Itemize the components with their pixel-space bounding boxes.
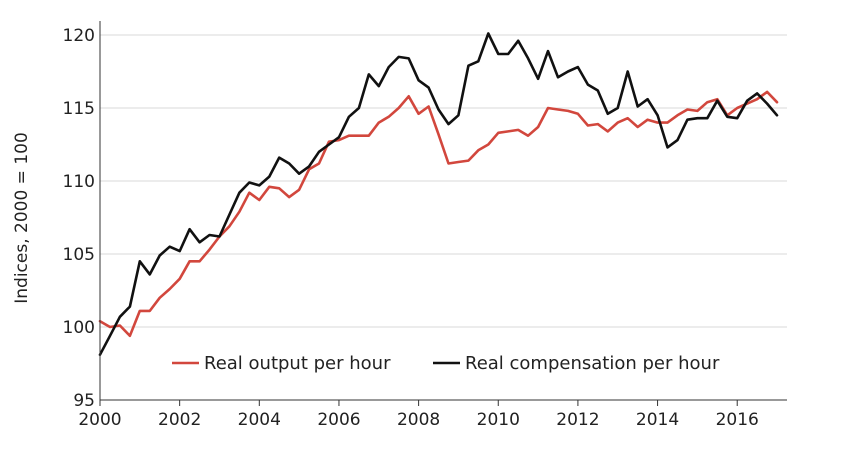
y-tick-label: 110 xyxy=(63,172,95,192)
legend-label: Real output per hour xyxy=(204,353,391,374)
series-line-real-compensation xyxy=(98,32,779,357)
y-tick-label: 115 xyxy=(63,99,95,119)
x-tick-label: 2002 xyxy=(158,410,201,430)
x-tick-label: 2004 xyxy=(238,410,281,430)
x-tick-label: 2008 xyxy=(397,410,440,430)
legend-label: Real compensation per hour xyxy=(465,353,720,374)
y-tick-label: 105 xyxy=(63,245,95,265)
gridlines xyxy=(100,34,787,328)
y-tick-label: 120 xyxy=(63,26,95,46)
x-tick-label: 2006 xyxy=(317,410,360,430)
axes xyxy=(99,21,787,406)
x-tick-label: 2016 xyxy=(716,410,759,430)
legend: Real output per hour Real compensation pe… xyxy=(172,353,720,374)
tick-labels: 95 100 105 110 115 120 2000 2002 2004 2006 2008 201… xyxy=(63,26,759,430)
series-line-real-output xyxy=(98,90,779,338)
x-tick-label: 2012 xyxy=(556,410,599,430)
x-tick-label: 2000 xyxy=(78,410,121,430)
y-tick-label: 95 xyxy=(73,391,95,411)
y-axis-title: Indices, 2000 = 100 xyxy=(12,132,32,304)
y-tick-label: 100 xyxy=(63,318,95,338)
x-tick-label: 2010 xyxy=(477,410,520,430)
x-tick-label: 2014 xyxy=(636,410,679,430)
series-lines xyxy=(98,32,779,357)
